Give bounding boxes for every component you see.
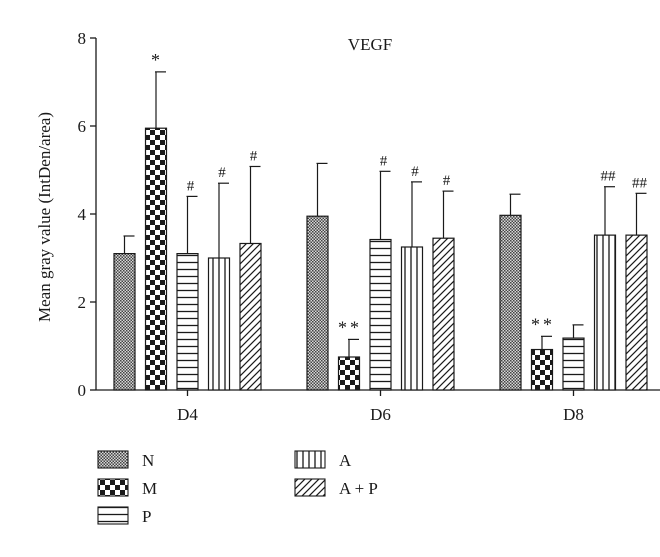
significance-mark: # — [443, 173, 451, 189]
legend-swatch — [97, 450, 129, 469]
legend-swatch — [294, 478, 326, 497]
bar — [113, 253, 136, 391]
legend-label: A — [339, 451, 352, 470]
legend: NMP A A + P — [97, 450, 378, 526]
significance-mark: # — [250, 148, 258, 164]
x-tick-label: D4 — [177, 405, 198, 424]
bars: *###**###**## ## — [113, 50, 648, 391]
legend-label: A + P — [339, 479, 378, 498]
significance-mark: # — [187, 178, 195, 194]
y-tick-label: 2 — [78, 293, 87, 312]
significance-mark: # — [380, 153, 388, 169]
legend-label: P — [142, 507, 151, 526]
bar — [337, 356, 361, 391]
bar — [530, 348, 554, 391]
chart-title: VEGF — [348, 35, 392, 54]
significance-mark: ** — [338, 317, 362, 337]
significance-mark: ## — [632, 175, 648, 191]
x-tick-label: D8 — [563, 405, 584, 424]
y-axis-label: Mean gray value (IntDen/area) — [35, 112, 54, 322]
bar — [306, 215, 329, 391]
significance-mark: ** — [531, 314, 555, 334]
bar — [207, 257, 231, 391]
legend-swatch — [97, 478, 129, 497]
bar — [369, 238, 392, 391]
legend-label: N — [142, 451, 154, 470]
x-tick-label: D6 — [370, 405, 391, 424]
significance-mark: # — [411, 164, 419, 180]
significance-mark: * — [151, 50, 163, 70]
legend-label: M — [142, 479, 157, 498]
legend-swatch — [294, 450, 326, 469]
y-tick-label: 8 — [78, 29, 87, 48]
bar — [432, 237, 455, 391]
y-tick-label: 4 — [78, 205, 87, 224]
y-tick-label: 0 — [78, 381, 87, 400]
bar — [499, 214, 522, 391]
bar — [625, 234, 648, 391]
bar — [239, 242, 262, 391]
bar — [400, 246, 424, 391]
bar — [176, 253, 199, 391]
bar — [562, 337, 585, 391]
bar — [593, 234, 617, 391]
significance-mark: # — [218, 165, 226, 181]
bar — [144, 127, 168, 391]
legend-swatch — [97, 506, 129, 525]
y-tick-label: 6 — [78, 117, 87, 136]
significance-mark: ## — [601, 169, 617, 185]
